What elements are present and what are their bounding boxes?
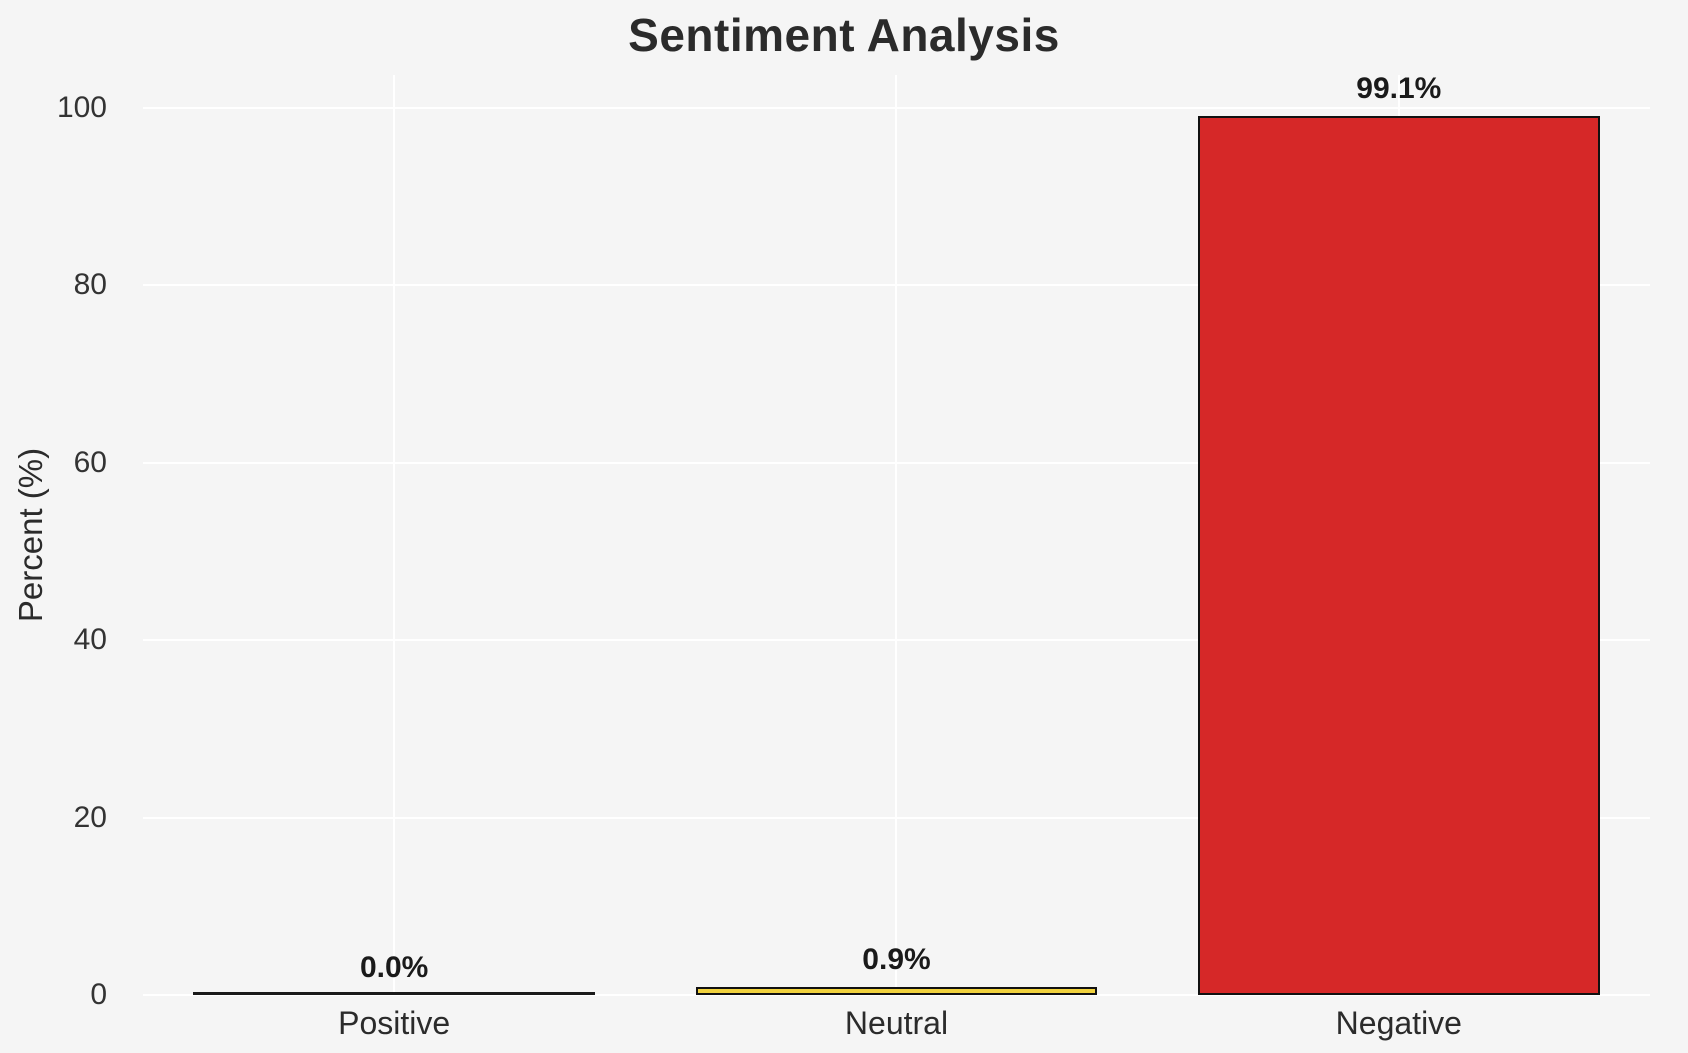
v-gridline [393,75,396,995]
bar-group-negative: 99.1% Negative [1148,71,1650,1041]
bar-negative [1197,115,1600,995]
x-tick-label-positive: Positive [338,1005,451,1041]
bar-value-label-negative: 99.1% [1356,71,1442,105]
y-tick-label: 100 [56,90,107,124]
y-tick-label: 20 [73,800,107,834]
x-tick-label-neutral: Neutral [844,1005,949,1041]
plot-area: 0 20 40 60 80 100 0.0% Positive 0.9% Neutral 99.1%… [57,71,1650,1041]
y-tick-label: 40 [73,623,107,657]
bar-group-positive: 0.0% Positive [143,75,645,1041]
y-tick-label: 0 [90,978,107,1011]
bar-value-label-positive: 0.0% [359,951,429,984]
bar-value-label-neutral: 0.9% [862,943,931,977]
bar-positive [193,992,596,995]
bar-neutral [695,987,1098,995]
y-tick-label: 60 [73,445,107,479]
v-gridline [895,75,898,995]
bar-group-neutral: 0.9% Neutral [645,75,1147,1041]
y-tick-label: 80 [73,268,107,302]
chart-title: Sentiment Analysis [628,9,1060,61]
y-axis-label: Percent (%) [12,447,49,623]
x-tick-label-negative: Negative [1335,1005,1462,1041]
h-gridline [143,994,1650,996]
